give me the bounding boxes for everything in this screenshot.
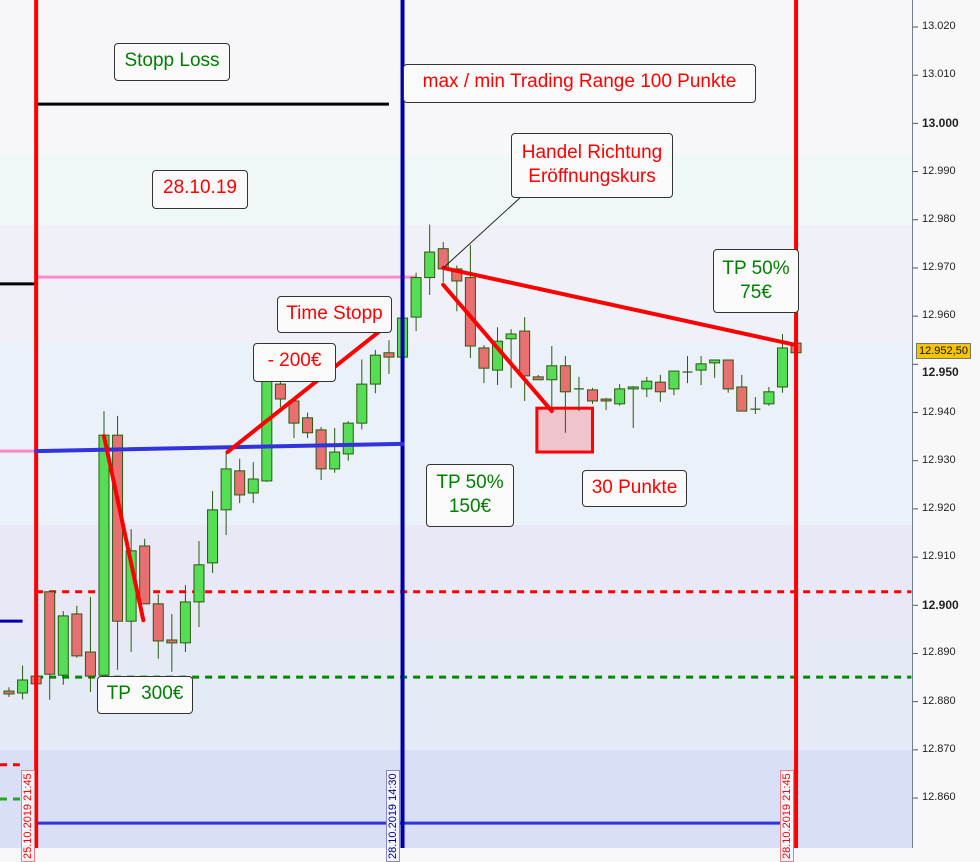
candle-down xyxy=(166,639,178,644)
target-box xyxy=(535,406,595,454)
candle-up xyxy=(546,365,558,381)
candle-up xyxy=(342,422,354,455)
candle-down xyxy=(44,591,56,675)
drop-line-2 xyxy=(441,282,554,414)
y-tick-label: 12.940 xyxy=(922,405,956,418)
annotation-tp-150: TP 50% 150€ xyxy=(426,464,514,527)
candle-up xyxy=(668,370,680,390)
candle-down xyxy=(112,434,124,622)
marker-label-3: 28.10.2019 21:45 xyxy=(780,770,794,862)
candle-down xyxy=(654,381,666,393)
candle-up xyxy=(57,615,69,676)
annotation-tp-75: TP 50% 75€ xyxy=(713,249,799,313)
candle-down xyxy=(600,398,612,402)
candle-down xyxy=(152,603,164,642)
candle-down xyxy=(437,248,449,270)
candle-down xyxy=(302,417,314,434)
candle-down xyxy=(559,365,571,393)
candle-up xyxy=(410,277,422,318)
candle-up xyxy=(193,564,205,603)
annotation-tp-300: TP 300€ xyxy=(97,676,193,714)
candle-up xyxy=(763,391,775,405)
annotation-date: 28.10.19 xyxy=(152,170,248,209)
y-tick-label: 12.890 xyxy=(922,646,956,659)
candle-up xyxy=(98,434,110,676)
candle-down xyxy=(71,613,83,657)
candle-up xyxy=(247,478,259,494)
drop-line-1 xyxy=(101,434,146,623)
candle-down xyxy=(274,383,286,400)
y-tick-label: 12.980 xyxy=(922,212,956,225)
y-tick-label: 12.920 xyxy=(922,501,956,514)
annotation-trade-direction: Handel Richtung Eröffnungskurs xyxy=(511,133,673,198)
candle-down xyxy=(139,545,151,605)
candle-down xyxy=(736,386,748,412)
annotation-stop-loss: Stopp Loss xyxy=(114,43,230,81)
y-tick-label: 12.970 xyxy=(922,260,956,273)
candle-up xyxy=(179,601,191,644)
y-tick-label: 12.960 xyxy=(922,309,956,322)
candle-down xyxy=(315,429,327,470)
candle-down xyxy=(532,376,544,381)
last-price-label: 12.952,50 xyxy=(916,343,971,359)
candle-down xyxy=(519,330,531,377)
candle-down xyxy=(234,470,246,496)
y-tick-label: 12.860 xyxy=(922,791,956,804)
candle-down xyxy=(383,352,395,358)
candle-down xyxy=(722,359,734,390)
y-tick-label: 13.010 xyxy=(922,68,956,81)
candle-up xyxy=(641,380,653,390)
annotation-trading-range: max / min Trading Range 100 Punkte xyxy=(403,64,756,103)
y-tick-label: 12.990 xyxy=(922,164,956,177)
y-tick-label: 12.910 xyxy=(922,550,956,563)
candle-up xyxy=(17,679,29,694)
y-tick-label: 13.000 xyxy=(922,116,959,131)
y-tick-label: 13.020 xyxy=(922,20,956,32)
candle-down xyxy=(478,347,490,369)
marker-label-1: 25.10.2019 21:45 xyxy=(21,770,35,862)
candle-up xyxy=(709,359,721,364)
annotation-minus-200: - 200€ xyxy=(253,343,336,382)
candle-up xyxy=(627,386,639,390)
candle-up xyxy=(505,333,517,340)
marker-label-2: 28.10.2019 14:30 xyxy=(386,770,400,862)
rise-line xyxy=(225,322,390,455)
candle-up xyxy=(220,468,232,511)
y-tick-label: 12.870 xyxy=(922,742,956,755)
candle-up xyxy=(776,347,788,388)
blue-range-line xyxy=(34,441,405,454)
candle-up xyxy=(207,509,219,564)
candle-down xyxy=(3,690,15,695)
y-tick-label: 12.880 xyxy=(922,694,956,707)
candle-up xyxy=(329,451,341,470)
background-bands xyxy=(0,342,912,848)
candle-up xyxy=(614,388,626,405)
candle-up xyxy=(356,383,368,424)
annotation-time-stop: Time Stopp xyxy=(277,296,392,333)
candle-up xyxy=(695,363,707,371)
open-trend-line xyxy=(441,265,799,348)
candle-up xyxy=(424,251,436,279)
y-tick-label: 12.900 xyxy=(922,598,959,613)
y-tick-label: 12.950 xyxy=(922,365,959,380)
candle-up xyxy=(369,354,381,385)
y-tick-label: 12.930 xyxy=(922,453,956,466)
annotation-30-points: 30 Punkte xyxy=(582,470,687,507)
candle-down xyxy=(587,389,599,402)
annotation-leader-line xyxy=(442,195,523,269)
candle-down xyxy=(84,651,96,677)
